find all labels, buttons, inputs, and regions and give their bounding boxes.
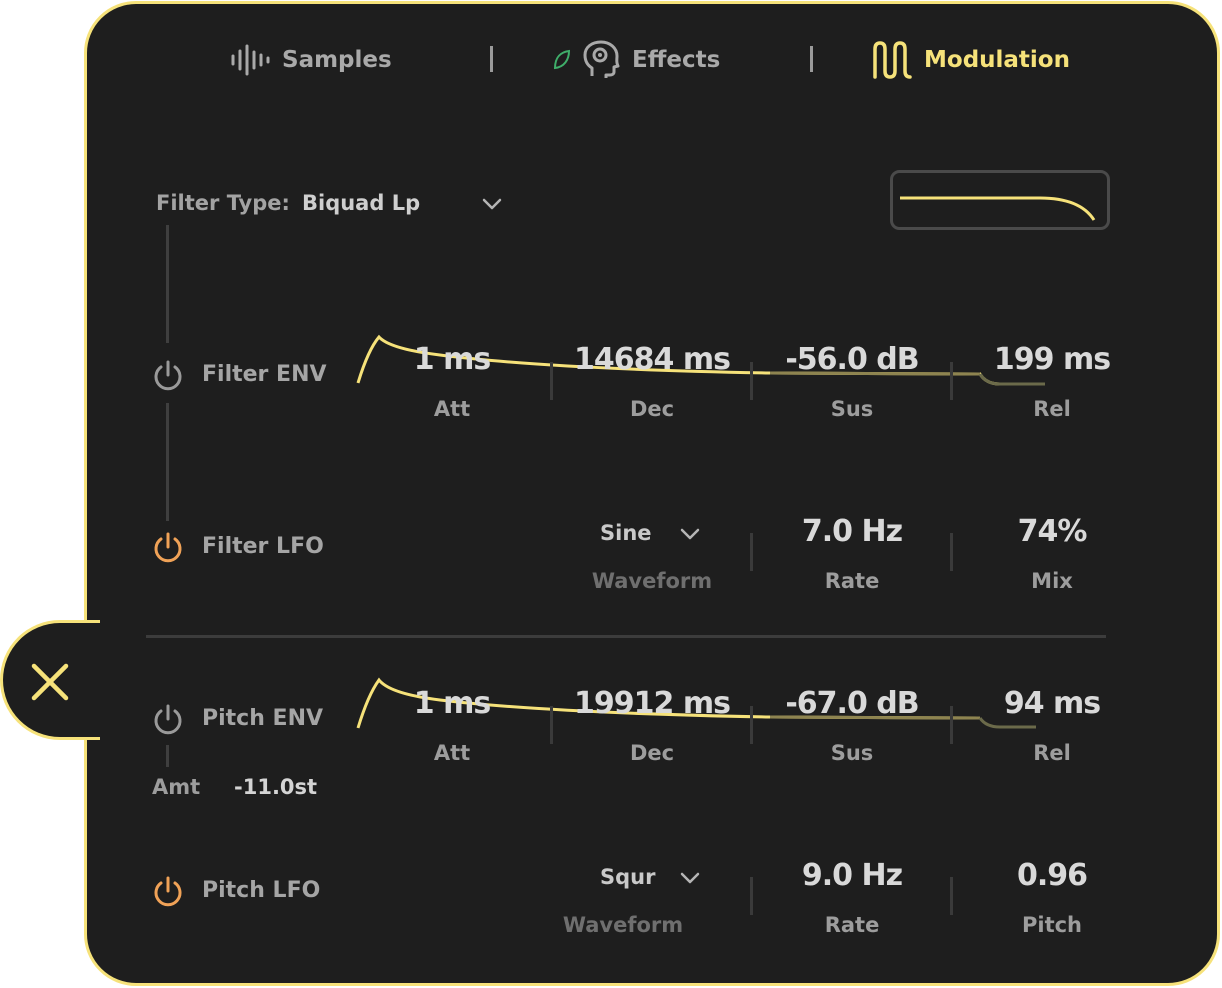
pitch-lfo-waveform-label: Waveform (562, 913, 684, 937)
filter-env-att-value[interactable]: 1 ms (413, 342, 491, 377)
filter-lfo-waveform-label: Waveform (591, 569, 713, 593)
pitch-env-rel-label: Rel (1033, 741, 1071, 765)
connector-line (166, 225, 169, 343)
pitch-env-att-value[interactable]: 1 ms (413, 686, 491, 721)
pitch-lfo-waveform-select[interactable]: Squr (600, 865, 656, 889)
tab-separator (490, 46, 493, 72)
tab-samples-label: Samples (282, 47, 392, 73)
pitch-env-curve (356, 677, 1036, 729)
filter-env-rel-label: Rel (1033, 397, 1071, 421)
pitch-env-sus-value[interactable]: -67.0 dB (785, 686, 919, 721)
filter-env-label: Filter ENV (202, 362, 327, 387)
divider (950, 533, 953, 571)
filter-lfo-rate-label: Rate (824, 569, 880, 593)
filter-env-dec-label: Dec (629, 397, 675, 421)
power-icon[interactable] (150, 530, 186, 566)
connector-line (166, 745, 169, 767)
close-tab-joint (86, 623, 96, 737)
filter-env-dec-value[interactable]: 14684 ms (574, 342, 731, 377)
pitch-env-att-label: Att (433, 741, 471, 765)
tab-separator (810, 46, 813, 72)
filter-lfo-rate-value[interactable]: 7.0 Hz (801, 514, 903, 549)
chevron-down-icon[interactable] (679, 526, 701, 542)
pitch-env-amt-label: Amt (152, 775, 201, 799)
pitch-env-dec-value[interactable]: 19912 ms (574, 686, 731, 721)
filter-env-sus-value[interactable]: -56.0 dB (785, 342, 919, 377)
pitch-env-label: Pitch ENV (202, 706, 324, 731)
leaf-icon (553, 49, 571, 70)
filter-response-preview (890, 170, 1110, 230)
tab-modulation-label: Modulation (924, 47, 1070, 73)
filter-lfo-mix-value[interactable]: 74% (1017, 514, 1088, 549)
modulation-panel (84, 1, 1220, 986)
divider (750, 706, 753, 744)
filter-env-sus-label: Sus (830, 397, 874, 421)
divider (750, 362, 753, 400)
modulation-wave-icon (873, 41, 912, 79)
tab-effects[interactable]: Effects (552, 40, 720, 80)
head-gear-icon (583, 40, 620, 78)
filter-lfo-mix-label: Mix (1031, 569, 1073, 593)
tab-samples[interactable]: Samples (230, 40, 392, 80)
waveform-icon (231, 44, 270, 76)
chevron-down-icon[interactable] (481, 196, 503, 212)
power-icon[interactable] (150, 702, 186, 738)
pitch-env-sus-label: Sus (830, 741, 874, 765)
filter-env-curve (356, 334, 1045, 386)
tab-effects-label: Effects (632, 47, 721, 73)
filter-type-label: Filter Type: (156, 191, 290, 215)
divider (750, 877, 753, 915)
filter-type-select[interactable]: Biquad Lp (302, 191, 421, 215)
pitch-lfo-rate-value[interactable]: 9.0 Hz (801, 858, 903, 893)
power-icon[interactable] (150, 874, 186, 910)
pitch-lfo-rate-label: Rate (824, 913, 880, 937)
tab-modulation[interactable]: Modulation (872, 40, 1070, 80)
close-icon[interactable] (28, 660, 72, 704)
divider (550, 362, 553, 400)
pitch-lfo-label: Pitch LFO (202, 878, 321, 903)
divider (750, 533, 753, 571)
filter-lfo-waveform-select[interactable]: Sine (600, 521, 652, 545)
power-icon[interactable] (150, 358, 186, 394)
connector-line (166, 403, 169, 521)
section-divider (146, 635, 1106, 638)
chevron-down-icon[interactable] (679, 870, 701, 886)
pitch-lfo-pitch-label: Pitch (1021, 913, 1083, 937)
pitch-lfo-pitch-value[interactable]: 0.96 (1016, 858, 1088, 893)
divider (950, 362, 953, 400)
divider (550, 706, 553, 744)
pitch-env-dec-label: Dec (629, 741, 675, 765)
filter-lfo-label: Filter LFO (202, 534, 324, 559)
divider (950, 706, 953, 744)
filter-env-rel-value[interactable]: 199 ms (993, 342, 1111, 377)
divider (950, 877, 953, 915)
pitch-env-rel-value[interactable]: 94 ms (1003, 686, 1101, 721)
filter-env-att-label: Att (433, 397, 471, 421)
pitch-env-amt-value[interactable]: -11.0st (234, 775, 318, 799)
